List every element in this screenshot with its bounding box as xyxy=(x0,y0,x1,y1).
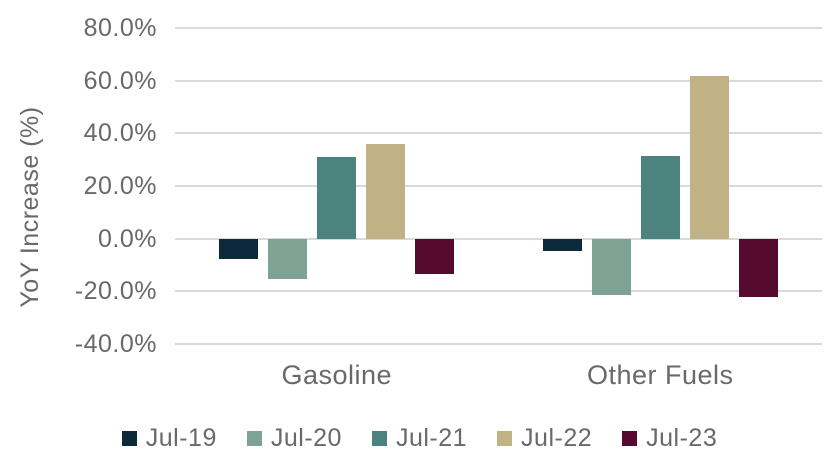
legend-label: Jul-23 xyxy=(646,423,718,452)
y-tick-label: 80.0% xyxy=(83,14,157,42)
bar-Jul-21-gasoline xyxy=(317,157,357,239)
category-label-gasoline: Gasoline xyxy=(281,360,393,390)
gridline-80 xyxy=(175,27,822,29)
gridline-0 xyxy=(175,237,822,240)
plot-area xyxy=(175,27,822,345)
legend-swatch-icon xyxy=(371,430,387,446)
bar-Jul-22-other-fuels xyxy=(689,76,729,239)
legend: Jul-19 Jul-20 Jul-21 Jul-22 Jul-23 xyxy=(0,420,839,456)
legend-item-jul-20: Jul-20 xyxy=(246,423,342,453)
legend-swatch-icon xyxy=(246,430,262,446)
bar-Jul-23-other-fuels xyxy=(738,238,778,297)
bar-Jul-23-gasoline xyxy=(415,238,455,274)
bar-Jul-21-other-fuels xyxy=(640,155,680,239)
legend-label: Jul-20 xyxy=(270,423,342,452)
legend-item-jul-22: Jul-22 xyxy=(497,424,592,453)
legend-item-jul-21: Jul-21 xyxy=(371,423,468,453)
legend-label: Jul-19 xyxy=(145,423,217,452)
gridline-60 xyxy=(175,79,822,82)
gridline--20 xyxy=(175,290,822,293)
bar-Jul-22-gasoline xyxy=(366,144,406,239)
legend-label: Jul-22 xyxy=(521,423,593,452)
gridline-20 xyxy=(175,185,822,187)
bar-Jul-20-gasoline xyxy=(268,238,308,280)
y-tick-label: -40.0% xyxy=(74,330,157,358)
y-tick-label: -20.0% xyxy=(74,277,157,306)
y-tick-label: 20.0% xyxy=(83,172,157,200)
gridline-40 xyxy=(175,132,822,135)
legend-swatch-icon xyxy=(121,430,137,446)
bar-Jul-19-other-fuels xyxy=(542,238,582,251)
bar-Jul-19-gasoline xyxy=(219,238,259,259)
y-tick-label: 0.0% xyxy=(98,224,157,253)
gridline--40 xyxy=(175,343,822,345)
legend-swatch-icon xyxy=(622,430,638,446)
legend-item-jul-19: Jul-19 xyxy=(121,423,217,453)
y-tick-label: 60.0% xyxy=(83,66,157,95)
legend-item-jul-23: Jul-23 xyxy=(622,424,717,453)
legend-label: Jul-21 xyxy=(395,423,468,452)
y-tick-label: 40.0% xyxy=(83,119,157,148)
bar-Jul-20-other-fuels xyxy=(591,238,631,296)
category-label-other-fuels: Other Fuels xyxy=(586,360,734,390)
legend-swatch-icon xyxy=(497,430,513,446)
